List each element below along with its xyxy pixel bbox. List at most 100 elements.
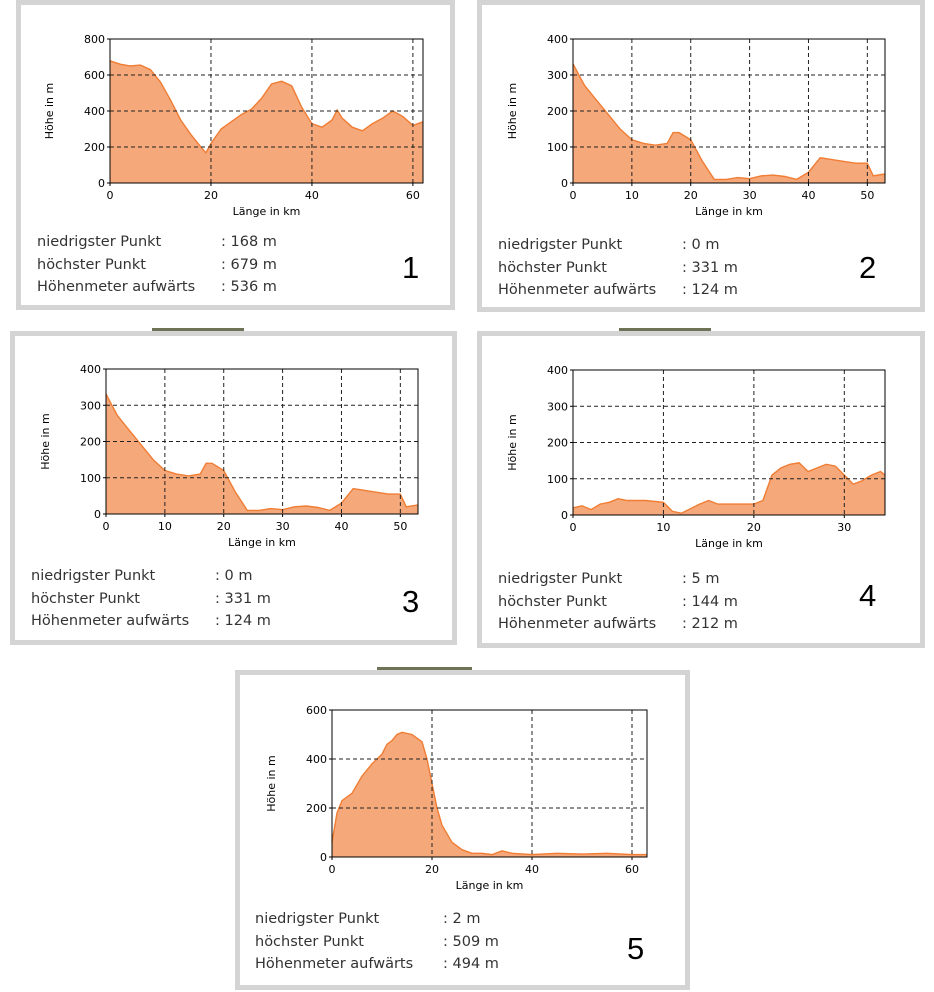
panel-tab-4 xyxy=(619,328,711,331)
y-tick-label: 200 xyxy=(80,436,101,449)
x-tick-label: 40 xyxy=(801,189,815,202)
lowest-value: : 0 m xyxy=(682,237,720,253)
x-tick-label: 0 xyxy=(329,863,336,876)
highest-label: höchster Punkt xyxy=(37,256,146,273)
y-axis-label: Höhe in m xyxy=(265,755,278,811)
x-axis-label: Länge in km xyxy=(456,879,524,892)
highest-value: : 331 m xyxy=(682,259,738,276)
y-tick-label: 600 xyxy=(306,704,327,717)
ascent-label: Höhenmeter aufwärts xyxy=(31,613,190,629)
route-number-2: 2 xyxy=(859,250,877,285)
ascent-label: Höhenmeter aufwärts xyxy=(255,956,414,972)
x-tick-label: 30 xyxy=(837,521,851,534)
y-tick-label: 200 xyxy=(547,437,568,450)
route-number-3: 3 xyxy=(402,584,420,619)
y-tick-label: 200 xyxy=(84,141,105,154)
y-tick-label: 0 xyxy=(320,851,327,864)
x-tick-label: 60 xyxy=(625,863,639,876)
lowest-label: niedrigster Punkt xyxy=(31,568,156,584)
y-tick-label: 200 xyxy=(547,105,568,118)
x-tick-label: 10 xyxy=(656,521,670,534)
y-tick-label: 400 xyxy=(547,33,568,46)
highest-value: : 509 m xyxy=(443,933,499,950)
x-tick-label: 20 xyxy=(204,189,218,202)
lowest-value: : 0 m xyxy=(215,568,253,584)
x-tick-label: 20 xyxy=(747,521,761,534)
lowest-value: : 2 m xyxy=(443,911,481,927)
x-tick-label: 0 xyxy=(107,189,114,202)
lowest-label: niedrigster Punkt xyxy=(37,234,162,250)
y-tick-label: 0 xyxy=(98,177,105,190)
profile-panel-4: 0 100 200 300 400 0 10 20 30 Länge in km Höhe in m… xyxy=(477,328,925,648)
y-tick-label: 0 xyxy=(561,509,568,522)
elevation-chart-2: 0 100 200 300 400 0 10 20 30 40 50 Länge in km Höhe … xyxy=(506,33,886,218)
x-axis-label: Länge in km xyxy=(695,537,763,550)
x-tick-label: 10 xyxy=(158,520,172,533)
y-tick-label: 800 xyxy=(84,33,105,46)
highest-label: höchster Punkt xyxy=(31,590,140,607)
x-axis-label: Länge in km xyxy=(228,536,296,549)
elevation-line xyxy=(109,60,424,155)
x-tick-label: 0 xyxy=(570,189,577,202)
elevation-area xyxy=(106,394,418,514)
ascent-label: Höhenmeter aufwärts xyxy=(37,279,196,295)
profile-panel-5: 0 200 400 600 0 20 40 60 Länge in km Höhe in m ni… xyxy=(235,667,690,990)
plot-frame xyxy=(331,709,648,858)
lowest-value: : 168 m xyxy=(221,234,277,250)
lowest-label: niedrigster Punkt xyxy=(498,237,623,253)
y-tick-label: 0 xyxy=(94,508,101,521)
y-tick-label: 200 xyxy=(306,802,327,815)
ascent-value: : 212 m xyxy=(682,616,738,632)
x-axis-label: Länge in km xyxy=(233,205,301,218)
elevation-chart-1: 0 200 400 600 800 0 20 40 60 Länge in km Höhe in m xyxy=(43,33,424,218)
y-axis-label: Höhe in m xyxy=(506,83,519,139)
ascent-value: : 124 m xyxy=(215,613,271,629)
y-tick-label: 100 xyxy=(80,472,101,485)
elevation-chart-4: 0 100 200 300 400 0 10 20 30 Länge in km Höhe in m xyxy=(506,364,886,550)
x-axis-label: Länge in km xyxy=(695,205,763,218)
x-tick-label: 40 xyxy=(305,189,319,202)
elevation-area xyxy=(573,63,885,183)
profile-panel-1: 0 200 400 600 800 0 20 40 60 Länge in km Höhe in m… xyxy=(16,0,455,310)
y-tick-label: 400 xyxy=(80,363,101,376)
ascent-label: Höhenmeter aufwärts xyxy=(498,616,657,632)
profile-panel-1-body: 0 200 400 600 800 0 20 40 60 Länge in km Höhe in m… xyxy=(21,5,450,305)
x-tick-label: 30 xyxy=(743,189,757,202)
ascent-value: : 494 m xyxy=(443,956,499,972)
x-tick-label: 30 xyxy=(276,520,290,533)
y-tick-label: 100 xyxy=(547,473,568,486)
y-tick-label: 300 xyxy=(547,400,568,413)
lowest-value: : 5 m xyxy=(682,571,720,587)
y-tick-label: 0 xyxy=(561,177,568,190)
lowest-label: niedrigster Punkt xyxy=(498,571,623,587)
panel-tab-5 xyxy=(377,667,472,670)
highest-label: höchster Punkt xyxy=(255,933,364,950)
highest-label: höchster Punkt xyxy=(498,259,607,276)
x-tick-label: 0 xyxy=(570,521,577,534)
y-tick-label: 600 xyxy=(84,69,105,82)
x-tick-label: 0 xyxy=(103,520,110,533)
x-tick-label: 50 xyxy=(860,189,874,202)
y-tick-label: 400 xyxy=(547,364,568,377)
x-tick-label: 20 xyxy=(425,863,439,876)
route-number-4: 4 xyxy=(859,578,877,613)
y-axis-label: Höhe in m xyxy=(43,83,56,139)
x-tick-label: 20 xyxy=(217,520,231,533)
elevation-line xyxy=(331,731,647,856)
ascent-label: Höhenmeter aufwärts xyxy=(498,282,657,298)
elevation-area xyxy=(110,60,423,183)
profile-panel-3: 0 100 200 300 400 0 10 20 30 40 50 Länge in km Höhe … xyxy=(10,328,457,645)
y-tick-label: 300 xyxy=(547,69,568,82)
elevation-line xyxy=(105,393,419,512)
panel-tab-3 xyxy=(152,328,244,331)
elevation-line xyxy=(572,63,886,181)
profile-panel-2-body: 0 100 200 300 400 0 10 20 30 40 50 Länge in km Höhe … xyxy=(482,5,920,307)
y-tick-label: 400 xyxy=(84,105,105,118)
profile-panel-3-body: 0 100 200 300 400 0 10 20 30 40 50 Länge in km Höhe … xyxy=(15,336,452,640)
highest-value: : 331 m xyxy=(215,590,271,607)
x-tick-label: 50 xyxy=(393,520,407,533)
lowest-label: niedrigster Punkt xyxy=(255,911,380,927)
ascent-value: : 536 m xyxy=(221,279,277,295)
profile-panel-4-body: 0 100 200 300 400 0 10 20 30 Länge in km Höhe in m… xyxy=(482,336,920,643)
y-tick-label: 300 xyxy=(80,399,101,412)
